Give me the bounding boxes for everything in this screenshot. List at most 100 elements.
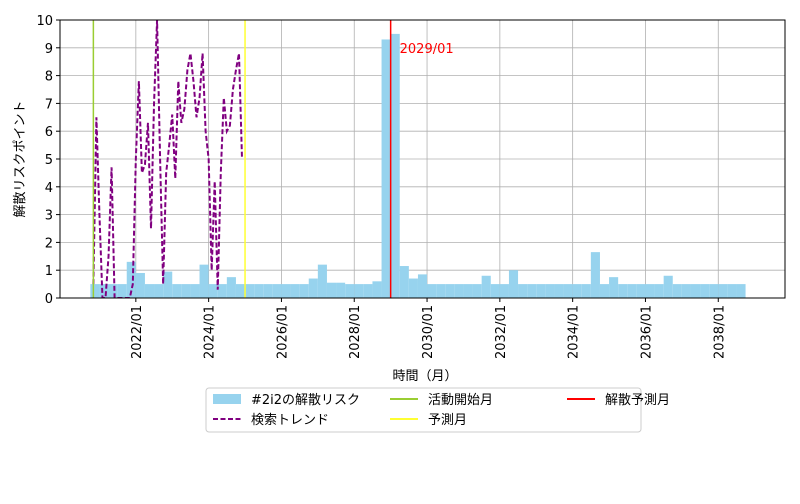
bar <box>363 284 373 298</box>
bar <box>718 284 728 298</box>
x-tick-label: 2024/01 <box>203 305 218 359</box>
y-tick-label: 8 <box>45 70 53 85</box>
bar <box>345 284 355 298</box>
bar <box>126 261 136 298</box>
bar <box>326 282 337 298</box>
bar <box>154 284 164 298</box>
bar <box>518 284 528 298</box>
bar <box>263 284 273 298</box>
bar <box>554 284 564 298</box>
bar <box>408 278 418 298</box>
bar <box>463 284 473 298</box>
x-tick-label: 2034/01 <box>567 305 582 359</box>
bar <box>618 284 628 298</box>
bar <box>117 284 127 298</box>
y-tick-label: 4 <box>45 181 53 196</box>
bar <box>108 284 118 298</box>
bar <box>399 266 409 298</box>
bar <box>190 284 200 298</box>
bar <box>581 284 591 298</box>
x-tick-label: 2036/01 <box>639 305 654 359</box>
bar <box>427 284 437 298</box>
x-tick-label: 2030/01 <box>421 305 436 359</box>
bar <box>563 284 573 298</box>
bar <box>235 284 246 298</box>
bar <box>490 284 500 298</box>
bar <box>254 284 264 298</box>
bar <box>508 270 519 298</box>
y-tick-label: 7 <box>45 97 53 112</box>
y-tick-label: 0 <box>45 292 53 307</box>
x-tick-label: 2022/01 <box>130 305 145 359</box>
bar <box>290 284 300 298</box>
bar <box>354 284 364 298</box>
bar <box>272 284 282 298</box>
bar <box>681 284 691 298</box>
bar <box>654 284 664 298</box>
y-tick-label: 1 <box>45 264 53 279</box>
bar <box>645 284 655 298</box>
bar <box>436 284 446 298</box>
x-tick-label: 2028/01 <box>348 305 363 359</box>
y-tick-label: 2 <box>45 236 53 251</box>
bar <box>663 275 673 298</box>
x-tick-label: 2026/01 <box>275 305 290 359</box>
bar <box>590 252 600 298</box>
bar <box>381 39 391 298</box>
bar <box>572 284 582 298</box>
x-tick-label: 2032/01 <box>494 305 509 359</box>
y-tick-label: 10 <box>36 14 53 29</box>
y-axis-label: 解散リスクポイント <box>13 100 28 217</box>
bar <box>545 284 555 298</box>
bar <box>417 274 428 298</box>
legend-label: 検索トレンド <box>251 413 329 428</box>
bar <box>690 284 701 298</box>
bar <box>336 282 346 298</box>
bar <box>454 284 464 298</box>
bar <box>536 284 546 298</box>
bar <box>172 284 182 298</box>
bar <box>245 284 255 298</box>
bar <box>308 278 318 298</box>
y-tick-label: 5 <box>45 153 53 168</box>
trend-line <box>92 20 244 298</box>
bar <box>527 284 537 298</box>
bar <box>90 284 100 298</box>
bar <box>281 284 291 298</box>
bar <box>445 284 455 298</box>
plot-frame <box>59 19 786 299</box>
bar <box>317 264 327 298</box>
bar <box>99 284 109 298</box>
bar <box>727 284 737 298</box>
bar <box>609 277 619 298</box>
bar <box>390 33 400 298</box>
bar <box>481 275 491 298</box>
bar <box>736 284 746 298</box>
bar <box>226 277 236 298</box>
bar <box>208 284 218 298</box>
y-tick-label: 9 <box>45 42 53 57</box>
bar <box>181 284 191 298</box>
legend-swatch <box>213 394 241 404</box>
legend-box <box>205 387 642 433</box>
y-tick-label: 3 <box>45 209 53 224</box>
bar <box>217 284 227 298</box>
legend-label: 活動開始月 <box>428 393 493 408</box>
bar <box>672 284 682 298</box>
bar <box>627 284 637 298</box>
legend-label: #2i2の解散リスク <box>251 393 360 408</box>
bar <box>135 272 145 298</box>
x-tick-label: 2038/01 <box>712 305 727 359</box>
annotation: 2029/01 <box>400 42 454 57</box>
bar <box>709 284 719 298</box>
legend-label: 解散予測月 <box>605 393 670 408</box>
bar <box>299 284 309 298</box>
bar <box>636 284 646 298</box>
bar <box>499 284 509 298</box>
bar <box>199 264 209 298</box>
x-axis-label: 時間（月） <box>392 369 457 384</box>
bar <box>163 271 173 298</box>
bar <box>472 284 482 298</box>
y-tick-label: 6 <box>45 125 53 140</box>
